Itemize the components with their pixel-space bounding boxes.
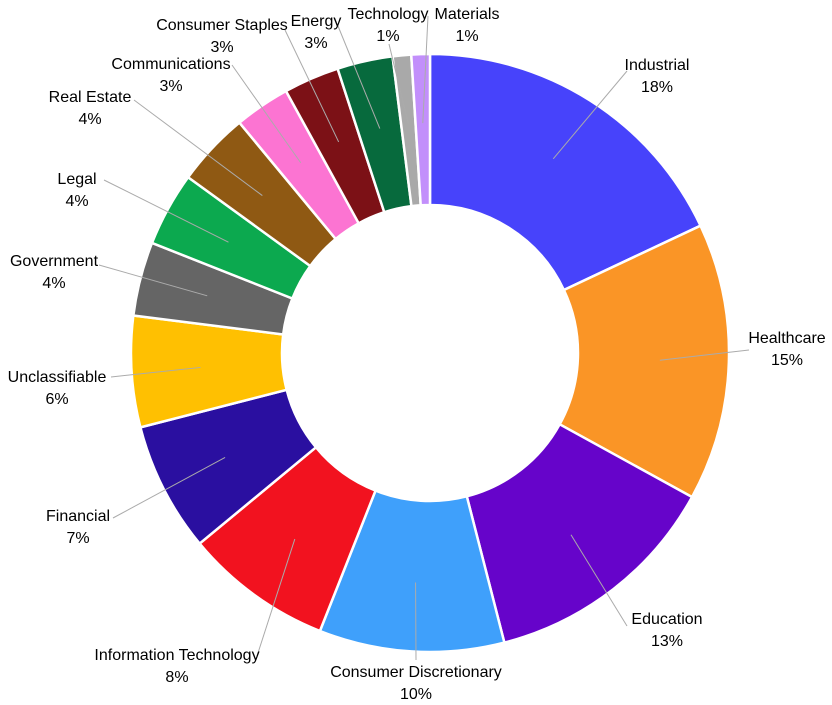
leader-line-healthcare <box>659 349 750 361</box>
leader-line-information-technology <box>256 538 296 657</box>
slice-industrial[interactable] <box>428 52 703 292</box>
slice-education[interactable] <box>465 422 694 645</box>
leader-line-financial <box>112 456 226 519</box>
leader-line-consumer-staples <box>284 29 340 143</box>
leader-line-education <box>570 534 628 627</box>
leader-line-energy <box>337 25 381 129</box>
slice-healthcare[interactable] <box>557 224 731 499</box>
leader-line-communications <box>231 64 302 164</box>
slice-materials[interactable] <box>409 52 432 207</box>
leader-line-technology <box>388 43 409 125</box>
leader-line-legal <box>103 179 229 243</box>
leader-line-real-estate <box>133 99 263 196</box>
leader-line-materials <box>422 15 429 124</box>
leader-line-unclassifiable <box>110 366 201 378</box>
leader-line-industrial <box>552 70 628 160</box>
leader-line-government <box>98 264 208 297</box>
